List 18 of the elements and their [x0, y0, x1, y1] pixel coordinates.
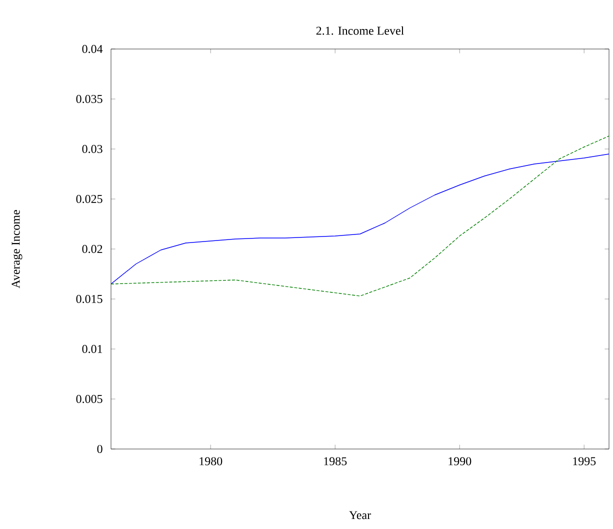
- y-tick-label: 0.01: [82, 344, 102, 354]
- x-tick-label: 1980: [200, 457, 222, 466]
- line-series: [111, 154, 610, 284]
- x-tick-label: 1995: [573, 457, 596, 466]
- y-tick-label: 0.015: [76, 294, 102, 304]
- y-tick-label: 0.035: [76, 94, 102, 104]
- y-tick-label: 0.005: [76, 394, 102, 404]
- y-tick-label: 0.03: [82, 144, 102, 154]
- line-series: [111, 136, 610, 296]
- y-axis-title: Average Income: [12, 210, 22, 288]
- y-tick-label: 0.04: [82, 44, 103, 54]
- y-tick-label: 0.02: [82, 244, 102, 254]
- chart-title: 2.1. Income Level: [316, 26, 404, 35]
- y-tick-label: 0.025: [76, 194, 102, 204]
- x-tick-label: 1985: [324, 457, 347, 466]
- x-axis-title: Year: [349, 511, 371, 520]
- x-tick-label: 1990: [448, 457, 472, 466]
- y-tick-label: 0: [97, 444, 102, 454]
